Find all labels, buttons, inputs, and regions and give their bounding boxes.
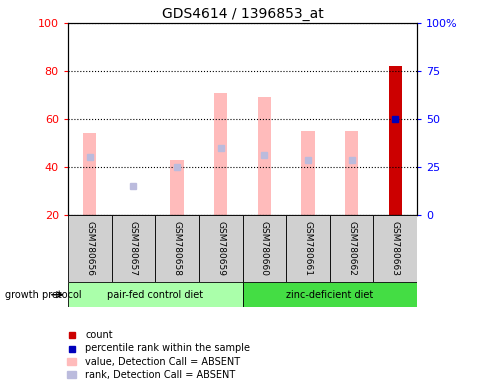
Text: GSM780658: GSM780658 — [172, 221, 181, 276]
Bar — [83, 134, 96, 215]
Bar — [242, 215, 286, 282]
Text: GSM780656: GSM780656 — [85, 221, 94, 276]
Bar — [67, 371, 76, 378]
Bar — [170, 160, 183, 215]
Text: GSM780662: GSM780662 — [347, 221, 355, 276]
Text: count: count — [85, 330, 112, 340]
Bar — [286, 215, 329, 282]
Title: GDS4614 / 1396853_at: GDS4614 / 1396853_at — [161, 7, 323, 21]
Bar — [68, 215, 111, 282]
Text: GSM780661: GSM780661 — [303, 221, 312, 276]
Bar — [242, 282, 416, 307]
Text: GSM780659: GSM780659 — [216, 221, 225, 276]
Bar — [155, 215, 198, 282]
Bar — [111, 215, 155, 282]
Bar — [345, 131, 357, 215]
Text: percentile rank within the sample: percentile rank within the sample — [85, 343, 250, 353]
Bar — [214, 93, 227, 215]
Text: GSM780660: GSM780660 — [259, 221, 268, 276]
Bar — [329, 215, 373, 282]
Text: value, Detection Call = ABSENT: value, Detection Call = ABSENT — [85, 357, 240, 367]
Bar — [198, 215, 242, 282]
Bar — [67, 358, 76, 365]
Bar — [257, 98, 271, 215]
Bar — [373, 215, 416, 282]
Text: pair-fed control diet: pair-fed control diet — [107, 290, 203, 300]
Text: GSM780657: GSM780657 — [129, 221, 137, 276]
Text: GSM780663: GSM780663 — [390, 221, 399, 276]
Bar — [388, 66, 401, 215]
Text: zinc-deficient diet: zinc-deficient diet — [286, 290, 373, 300]
Text: rank, Detection Call = ABSENT: rank, Detection Call = ABSENT — [85, 370, 235, 380]
Bar — [68, 282, 242, 307]
Bar — [301, 131, 314, 215]
Text: growth protocol: growth protocol — [5, 290, 81, 300]
